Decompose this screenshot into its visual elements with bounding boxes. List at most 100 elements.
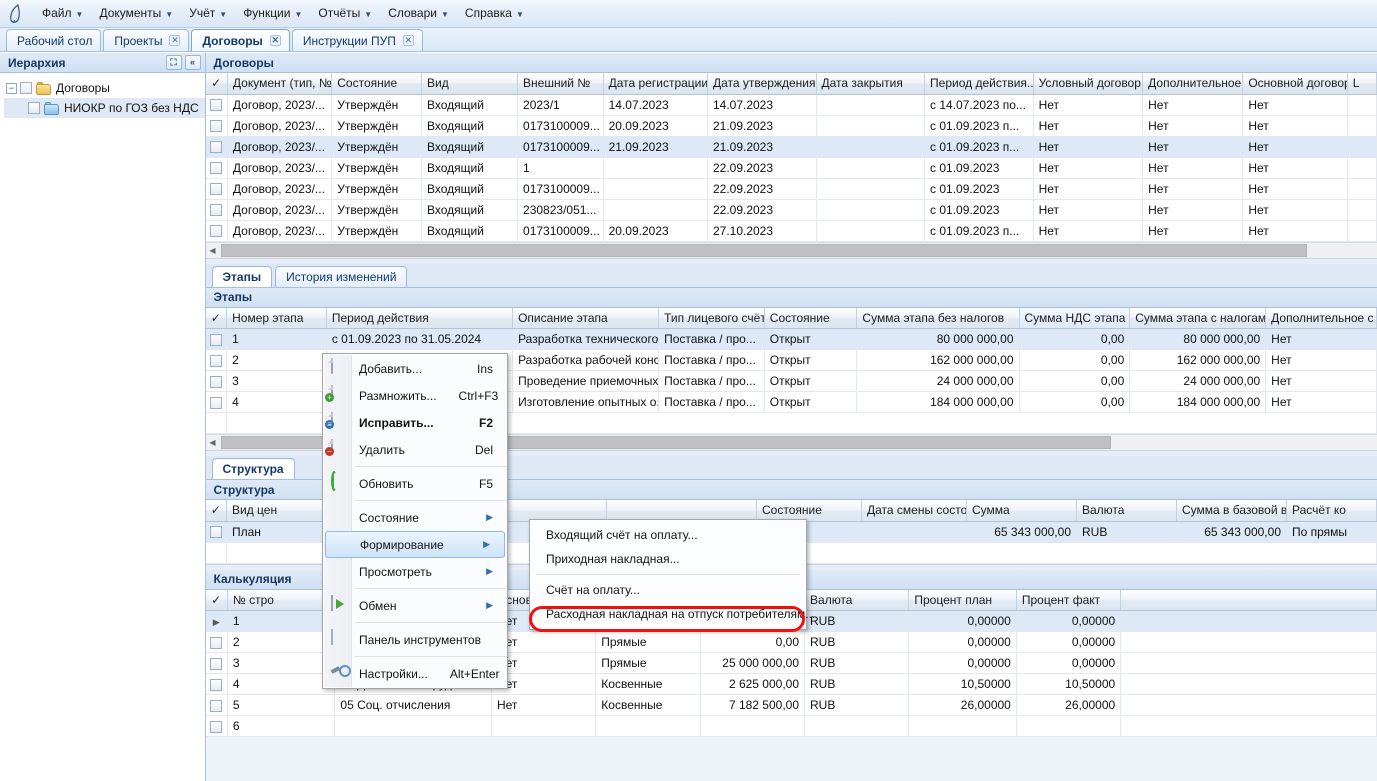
row-checkbox[interactable]: [209, 526, 222, 539]
expander-icon[interactable]: −: [6, 82, 17, 94]
table-row[interactable]: 1 с 01.09.2023 по 31.05.2024 Разработка …: [205, 328, 1377, 350]
col-calc-blank[interactable]: [1120, 589, 1377, 611]
row-checkbox[interactable]: [210, 162, 223, 175]
row-checkbox[interactable]: [210, 225, 223, 238]
context-menu-item-delete[interactable]: − Удалить Del: [323, 436, 507, 463]
row-checkbox[interactable]: [210, 120, 223, 133]
context-menu-item-settings[interactable]: Настройки... Alt+Enter: [323, 660, 507, 687]
close-icon[interactable]: ✕: [169, 35, 181, 46]
col-sum[interactable]: Сумма: [966, 500, 1077, 522]
row-checkbox-cell[interactable]: [205, 220, 228, 242]
context-menu-item-add[interactable]: Добавить... Ins: [323, 355, 507, 382]
close-icon[interactable]: ✕: [269, 35, 281, 46]
col-stage-additional[interactable]: Дополнительное с: [1265, 307, 1377, 329]
select-all-header[interactable]: ✓: [205, 500, 227, 522]
col-kind[interactable]: Вид: [421, 73, 519, 95]
tab-proekty[interactable]: Проекты ✕: [103, 29, 190, 51]
col-percent-plan[interactable]: Процент план: [908, 589, 1017, 611]
table-row[interactable]: Договор, 2023/... Утверждён Входящий 017…: [205, 115, 1377, 137]
scroll-left-icon[interactable]: ◀: [209, 245, 216, 255]
menu-item-help[interactable]: Справка ▼: [457, 3, 532, 24]
row-checkbox[interactable]: [210, 636, 223, 649]
find-icon[interactable]: ⛶: [165, 55, 182, 70]
row-checkbox-cell[interactable]: [205, 94, 228, 116]
context-menu-item-exchange[interactable]: Обмен ▶: [323, 592, 507, 619]
col-vat-sum[interactable]: Сумма НДС этапа: [1019, 307, 1131, 329]
row-checkbox[interactable]: [210, 183, 223, 196]
row-checkbox-cell[interactable]: [205, 328, 228, 350]
row-checkbox[interactable]: [210, 204, 223, 217]
col-sum-with-tax[interactable]: Сумма этапа с налогами: [1129, 307, 1267, 329]
submenu-item-invoice-for-payment[interactable]: Счёт на оплату...: [530, 578, 806, 602]
submenu-item-receipt-note[interactable]: Приходная накладная...: [530, 547, 806, 571]
tab-rabochiy-stol[interactable]: Рабочий стол: [6, 29, 102, 51]
table-row[interactable]: Договор, 2023/... Утверждён Входящий 1 2…: [205, 157, 1377, 179]
col-calc-currency[interactable]: Валюта: [804, 589, 910, 611]
col-stage-period[interactable]: Период действия: [326, 307, 514, 329]
col-sum-without-tax[interactable]: Сумма этапа без налогов: [856, 307, 1020, 329]
row-checkbox[interactable]: [210, 678, 223, 691]
col-stage-description[interactable]: Описание этапа: [512, 307, 660, 329]
col-stage-state[interactable]: Состояние: [764, 307, 858, 329]
table-row[interactable]: Договор, 2023/... Утверждён Входящий 017…: [205, 220, 1377, 242]
context-menu-item-edit[interactable]: ≡ Исправить... F2: [323, 409, 507, 436]
menu-item-accounting[interactable]: Учёт ▼: [181, 3, 235, 24]
col-percent-fact[interactable]: Процент факт: [1016, 589, 1122, 611]
splitter-contracts-stages[interactable]: [205, 257, 1377, 264]
select-all-header[interactable]: ✓: [205, 73, 228, 95]
col-structure-state[interactable]: Состояние: [756, 500, 862, 522]
col-base-sum[interactable]: Сумма в базовой в: [1176, 500, 1287, 522]
context-menu-item-view[interactable]: Просмотреть ▶: [323, 558, 507, 585]
close-icon[interactable]: ✕: [402, 35, 414, 46]
col-registration-date[interactable]: Дата регистрации.: [603, 73, 708, 95]
table-row[interactable]: [205, 412, 1377, 434]
col-conditional[interactable]: Условный договор: [1033, 73, 1144, 95]
col-currency[interactable]: Валюта: [1076, 500, 1177, 522]
select-all-header[interactable]: ✓: [205, 589, 228, 611]
row-checkbox-cell[interactable]: [205, 370, 228, 392]
tab-etapy[interactable]: Этапы: [211, 265, 273, 287]
splitter-stages-structure[interactable]: [205, 450, 1377, 456]
row-checkbox[interactable]: [210, 99, 223, 112]
col-state-change-date[interactable]: Дата смены состоя: [861, 500, 967, 522]
table-row[interactable]: Договор, 2023/... Утверждён Входящий 017…: [205, 136, 1377, 158]
col-additional-agreement[interactable]: Дополнительное с: [1142, 73, 1244, 95]
table-row[interactable]: 5 05 Соц. отчисления Нет Косвенные 7 182…: [205, 694, 1377, 716]
row-expand-icon[interactable]: ▶: [212, 617, 220, 627]
col-structure-blank2[interactable]: [606, 500, 757, 522]
row-checkbox-cell[interactable]: [205, 715, 228, 737]
col-row-number[interactable]: № стро: [227, 589, 336, 611]
menu-item-documents[interactable]: Документы ▼: [91, 3, 181, 24]
context-menu-item-duplicate[interactable]: + Размножить... Ctrl+F3: [323, 382, 507, 409]
tab-istoriya-izmeneniy[interactable]: История изменений: [275, 265, 408, 287]
row-checkbox-cell[interactable]: [205, 694, 228, 716]
table-row[interactable]: Договор, 2023/... Утверждён Входящий 230…: [205, 199, 1377, 221]
tree-checkbox[interactable]: [20, 82, 32, 94]
col-extra[interactable]: L: [1347, 73, 1377, 95]
select-all-header[interactable]: ✓: [205, 307, 228, 329]
context-menu-item-state[interactable]: Состояние ▶: [323, 504, 507, 531]
tab-instrukcii-pup[interactable]: Инструкции ПУП ✕: [291, 29, 423, 51]
context-menu-item-formirovanie[interactable]: Формирование ▶: [325, 531, 505, 558]
menu-item-reports[interactable]: Отчёты ▼: [310, 3, 380, 24]
row-checkbox-cell[interactable]: [205, 631, 228, 653]
row-checkbox-cell[interactable]: ▶: [205, 610, 228, 632]
col-validity-period[interactable]: Период действия..: [924, 73, 1034, 95]
row-checkbox[interactable]: [210, 657, 223, 670]
col-account-type[interactable]: Тип лицевого счёт: [658, 307, 765, 329]
row-checkbox[interactable]: [210, 141, 223, 154]
row-checkbox-cell[interactable]: [205, 349, 228, 371]
context-menu-item-refresh[interactable]: Обновить F5: [323, 470, 507, 497]
table-row[interactable]: Договор, 2023/... Утверждён Входящий 017…: [205, 178, 1377, 200]
row-checkbox[interactable]: [209, 333, 222, 346]
table-row[interactable]: Договор, 2023/... Утверждён Входящий 202…: [205, 94, 1377, 116]
row-checkbox-cell[interactable]: [205, 391, 228, 413]
col-state[interactable]: Состояние: [331, 73, 423, 95]
menu-item-file[interactable]: Файл ▼: [34, 3, 91, 24]
submenu-item-expenditure-note[interactable]: Расходная накладная на отпуск потребител…: [530, 602, 815, 626]
row-checkbox[interactable]: [210, 720, 223, 733]
context-menu-item-toolbar[interactable]: Панель инструментов: [323, 626, 507, 653]
col-calc-method[interactable]: Расчёт ко: [1286, 500, 1377, 522]
col-document[interactable]: Документ (тип, №: [227, 73, 333, 95]
tree-node-niokr[interactable]: НИОКР по ГОЗ без НДС: [4, 98, 205, 118]
